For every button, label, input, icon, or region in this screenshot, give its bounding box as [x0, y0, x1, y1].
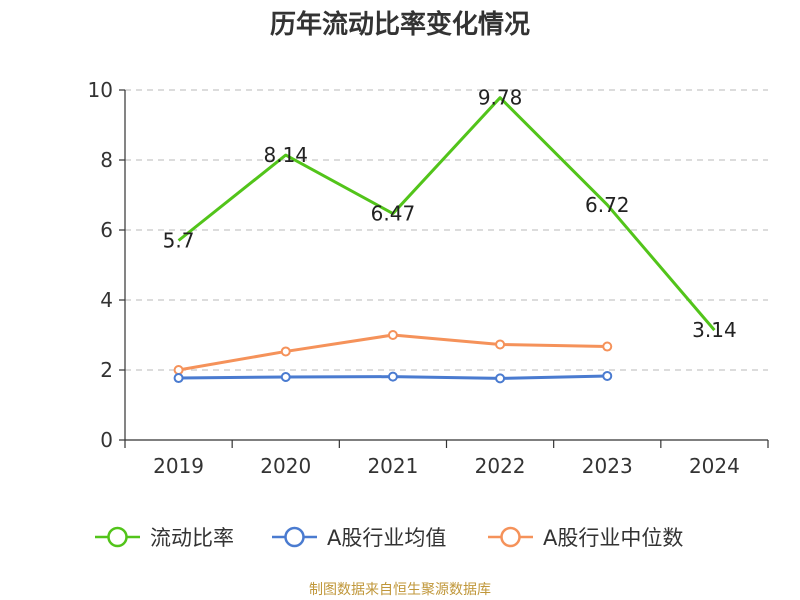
data-label: 5.7	[163, 229, 195, 253]
grid-lines	[125, 89, 768, 371]
legend-item[interactable]: 流动比率	[95, 526, 234, 550]
y-tick-label: 8	[100, 148, 113, 172]
axes: 0 2 4 6 8 10 2019 2020 2021 2022 2023 2024	[88, 78, 769, 478]
y-tick-label: 0	[100, 428, 113, 452]
data-point	[280, 346, 291, 357]
data-point	[602, 341, 613, 352]
series-layer	[173, 96, 716, 384]
series-line	[178, 333, 608, 372]
legend-circle-icon	[107, 526, 128, 548]
data-point	[495, 339, 506, 350]
x-tick-label: 2020	[260, 454, 311, 478]
x-tick-label: 2024	[689, 454, 740, 478]
legend[interactable]: 流动比率 A股行业均值 A股行业中位数	[95, 526, 683, 550]
x-tick-label: 2019	[153, 454, 204, 478]
data-point	[173, 373, 184, 384]
legend-item[interactable]: A股行业中位数	[488, 526, 683, 550]
data-point	[387, 330, 398, 340]
y-tick-label: 10	[88, 78, 113, 102]
x-tick-label: 2023	[582, 454, 633, 478]
data-point	[173, 365, 184, 375]
data-label: 3.14	[692, 318, 737, 342]
chart-title: 历年流动比率变化情况	[270, 9, 530, 40]
data-labels: 5.7 8.14 6.47 9.78 6.72 3.14	[163, 86, 737, 342]
data-label: 6.72	[585, 193, 630, 217]
legend-label: A股行业中位数	[543, 526, 683, 550]
legend-circle-icon	[284, 526, 305, 548]
data-label: 9.78	[478, 86, 523, 110]
data-point	[495, 373, 506, 384]
legend-label: A股行业均值	[327, 526, 446, 550]
legend-item[interactable]: A股行业均值	[272, 526, 446, 550]
data-point	[387, 371, 398, 382]
data-label: 6.47	[371, 202, 416, 226]
y-tick-label: 4	[100, 288, 113, 312]
y-tick-label: 6	[100, 218, 113, 242]
data-point	[280, 372, 291, 382]
legend-circle-icon	[500, 526, 521, 548]
data-label: 8.14	[263, 143, 308, 167]
series-line	[177, 96, 716, 332]
legend-label: 流动比率	[150, 526, 234, 550]
data-point	[602, 370, 613, 381]
x-tick-label: 2021	[367, 454, 418, 478]
source-note: 制图数据来自恒生聚源数据库	[309, 582, 491, 598]
x-tick-label: 2022	[475, 454, 526, 478]
y-tick-label: 2	[100, 358, 113, 382]
